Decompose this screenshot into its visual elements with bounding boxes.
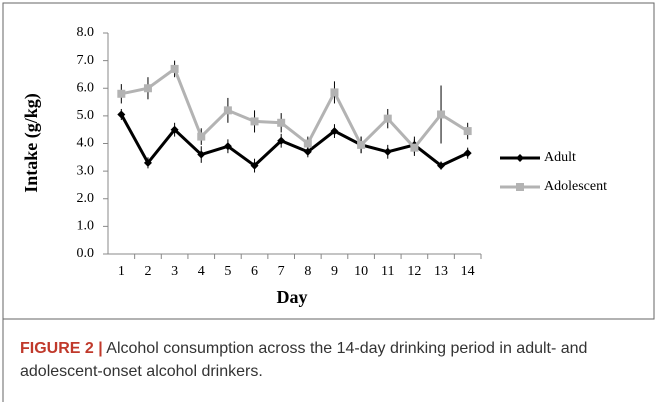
caption-label: FIGURE 2 | (20, 340, 103, 357)
series-line (120, 113, 469, 168)
point (250, 117, 259, 126)
point (223, 106, 232, 115)
point (330, 127, 339, 136)
y-tick-label: 8.0 (77, 25, 95, 40)
caption: FIGURE 2 | Alcohol consumption across th… (20, 337, 620, 383)
x-tick-label: 11 (381, 264, 394, 279)
point (197, 132, 206, 141)
point (410, 143, 419, 152)
point (437, 110, 446, 119)
point (143, 84, 152, 93)
point (117, 89, 126, 98)
point (117, 110, 126, 119)
point (437, 161, 446, 170)
series-line (121, 66, 469, 150)
legend-marker (516, 154, 524, 162)
point (357, 140, 366, 149)
x-tick-label: 7 (278, 264, 285, 279)
point (303, 147, 312, 156)
point (303, 139, 312, 148)
point (143, 158, 152, 167)
y-tick-label: 7.0 (77, 53, 95, 68)
y-tick-label: 2.0 (77, 191, 95, 206)
x-tick-label: 2 (144, 264, 151, 279)
x-tick-label: 6 (251, 264, 258, 279)
x-tick-label: 12 (407, 264, 421, 279)
legend-label: Adolescent (544, 179, 607, 194)
x-tick-label: 13 (434, 264, 448, 279)
y-tick-label: 4.0 (77, 136, 95, 151)
point (223, 142, 232, 151)
point (250, 161, 259, 170)
point (277, 136, 286, 145)
x-tick-label: 5 (224, 264, 231, 279)
x-axis-label: Day (277, 287, 308, 307)
point (197, 150, 206, 159)
y-tick-label: 6.0 (77, 80, 95, 95)
x-tick-label: 1 (118, 264, 125, 279)
x-tick-label: 4 (198, 264, 205, 279)
y-tick-label: 5.0 (77, 108, 95, 123)
y-tick-label: 3.0 (77, 163, 95, 178)
point (330, 88, 339, 97)
y-tick-label: 1.0 (77, 219, 95, 234)
point (463, 149, 472, 158)
point (383, 147, 392, 156)
point (277, 118, 286, 127)
chart-frame (2, 2, 655, 320)
point (383, 114, 392, 123)
point (170, 64, 179, 73)
x-tick-label: 14 (461, 264, 475, 279)
y-tick-label: 0.0 (77, 246, 95, 261)
x-tick-label: 8 (304, 264, 311, 279)
x-tick-label: 3 (171, 264, 178, 279)
point (170, 125, 179, 134)
legend-label: Adult (544, 150, 576, 165)
x-tick-label: 9 (331, 264, 338, 279)
caption-text: Alcohol consumption across the 14-day dr… (20, 340, 588, 380)
y-axis-label: Intake (g/kg) (21, 93, 42, 193)
legend-marker (516, 183, 524, 191)
x-tick-label: 10 (354, 264, 368, 279)
point (463, 127, 472, 136)
